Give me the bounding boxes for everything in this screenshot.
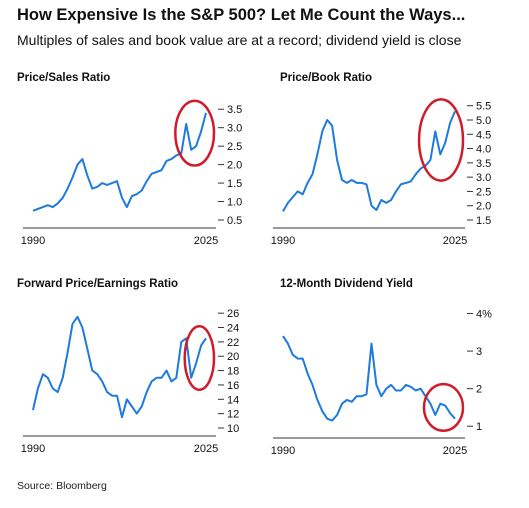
y-tick-label-forward-pe: 12 — [227, 409, 239, 421]
x-tick-label-price-book: 1990 — [271, 235, 295, 247]
highlight-ellipse-forward-pe — [183, 325, 216, 392]
y-tick-label-forward-pe: 24 — [227, 323, 239, 335]
panel-title-forward-pe: Forward Price/Earnings Ratio — [17, 278, 179, 290]
y-tick-label-price-book: 5.5 — [476, 101, 491, 113]
x-tick-label-forward-pe: 1990 — [21, 443, 45, 455]
y-tick-label-price-book: 4.5 — [476, 129, 491, 141]
y-tick-label-forward-pe: 16 — [227, 380, 239, 392]
x-tick-label-dividend-yield: 1990 — [271, 445, 295, 457]
series-line-price-book — [282, 111, 456, 212]
source-note: Source: Bloomberg — [17, 480, 107, 492]
x-tick-label-forward-pe: 2025 — [194, 443, 218, 455]
panel-title-price-sales: Price/Sales Ratio — [17, 72, 111, 84]
y-tick-label-price-sales: 2.5 — [227, 141, 242, 153]
y-tick-label-price-sales: 1.5 — [227, 178, 242, 190]
y-tick-label-forward-pe: 20 — [227, 351, 239, 363]
page-subtitle: Multiples of sales and book value are at… — [17, 32, 462, 48]
y-tick-label-price-book: 1.5 — [476, 215, 491, 227]
series-line-price-sales — [32, 112, 207, 212]
y-tick-label-price-sales: 3.5 — [227, 104, 242, 116]
y-tick-label-price-book: 2.5 — [476, 186, 491, 198]
x-tick-label-price-book: 2025 — [443, 235, 467, 247]
y-tick-label-forward-pe: 10 — [227, 423, 239, 435]
y-tick-label-price-sales: 0.5 — [227, 215, 242, 227]
y-tick-label-dividend-yield: 2 — [476, 384, 482, 396]
highlight-ellipse-price-sales — [174, 99, 216, 167]
y-tick-label-price-book: 5.0 — [476, 115, 491, 127]
y-tick-label-price-sales: 2.0 — [227, 160, 242, 172]
y-tick-label-dividend-yield: 4% — [476, 309, 492, 321]
highlight-ellipse-dividend-yield — [422, 382, 465, 432]
x-tick-label-price-sales: 1990 — [21, 235, 45, 247]
y-tick-label-price-book: 3.0 — [476, 172, 491, 184]
highlight-ellipse-price-book — [417, 98, 465, 182]
y-tick-label-forward-pe: 26 — [227, 308, 239, 320]
y-tick-label-price-book: 2.0 — [476, 201, 491, 213]
panel-title-price-book: Price/Book Ratio — [280, 72, 373, 84]
y-tick-label-forward-pe: 22 — [227, 337, 239, 349]
y-tick-label-price-book: 3.5 — [476, 158, 491, 170]
y-tick-label-price-sales: 3.0 — [227, 123, 242, 135]
y-tick-label-dividend-yield: 3 — [476, 346, 482, 358]
series-line-forward-pe — [32, 315, 207, 419]
series-line-dividend-yield — [282, 335, 456, 422]
page-title: How Expensive Is the S&P 500? Let Me Cou… — [17, 6, 466, 24]
y-tick-label-price-book: 4.0 — [476, 144, 491, 156]
x-tick-label-dividend-yield: 2025 — [443, 445, 467, 457]
panel-title-dividend-yield: 12-Month Dividend Yield — [280, 278, 413, 290]
x-tick-label-price-sales: 2025 — [194, 235, 218, 247]
y-tick-label-dividend-yield: 1 — [476, 421, 482, 433]
y-tick-label-forward-pe: 14 — [227, 394, 239, 406]
y-tick-label-price-sales: 1.0 — [227, 197, 242, 209]
y-tick-label-forward-pe: 18 — [227, 366, 239, 378]
